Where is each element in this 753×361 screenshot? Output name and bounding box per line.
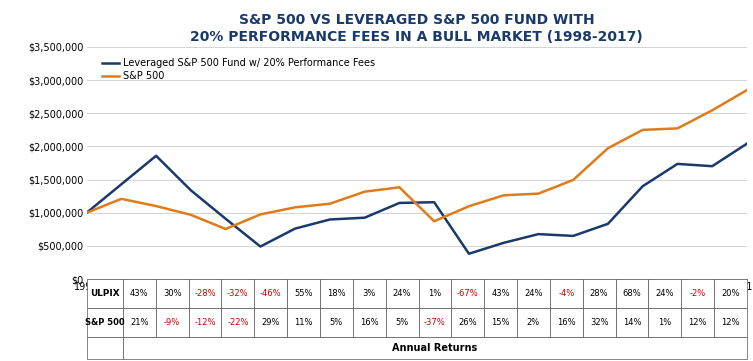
Text: -32%: -32%: [227, 289, 248, 298]
Text: © Michael Kitces, www.kitces.com: © Michael Kitces, www.kitces.com: [609, 351, 747, 360]
Text: -22%: -22%: [227, 318, 248, 327]
Text: © Michael Kitces,: © Michael Kitces,: [674, 351, 747, 360]
Text: -9%: -9%: [164, 318, 180, 327]
Text: 2%: 2%: [527, 318, 540, 327]
Text: 18%: 18%: [327, 289, 346, 298]
Text: -2%: -2%: [690, 289, 706, 298]
Text: 43%: 43%: [491, 289, 510, 298]
Text: 3%: 3%: [362, 289, 376, 298]
Text: -67%: -67%: [457, 289, 479, 298]
Text: 32%: 32%: [590, 318, 608, 327]
Text: 28%: 28%: [590, 289, 608, 298]
Text: 24%: 24%: [393, 289, 411, 298]
Text: 16%: 16%: [557, 318, 575, 327]
Text: -28%: -28%: [194, 289, 216, 298]
Text: 24%: 24%: [524, 289, 543, 298]
Text: 20%: 20%: [721, 289, 739, 298]
Text: 5%: 5%: [395, 318, 409, 327]
Text: 26%: 26%: [459, 318, 477, 327]
Text: 24%: 24%: [656, 289, 674, 298]
Text: 15%: 15%: [492, 318, 510, 327]
Text: -46%: -46%: [260, 289, 282, 298]
Text: 43%: 43%: [130, 289, 148, 298]
Text: 21%: 21%: [130, 318, 148, 327]
Text: -12%: -12%: [194, 318, 216, 327]
Text: S&P 500 VS LEVERAGED S&P 500 FUND WITH
20% PERFORMANCE FEES IN A BULL MARKET (19: S&P 500 VS LEVERAGED S&P 500 FUND WITH 2…: [190, 13, 643, 44]
Text: 16%: 16%: [360, 318, 379, 327]
Text: Annual Returns: Annual Returns: [392, 343, 477, 353]
Text: 30%: 30%: [163, 289, 181, 298]
Text: ULPIX: ULPIX: [90, 289, 120, 298]
Text: 1%: 1%: [658, 318, 672, 327]
Text: 68%: 68%: [623, 289, 642, 298]
Text: S&P 500: S&P 500: [85, 318, 124, 327]
Text: -4%: -4%: [558, 289, 575, 298]
Text: 55%: 55%: [294, 289, 312, 298]
Legend: Leveraged S&P 500 Fund w/ 20% Performance Fees, S&P 500: Leveraged S&P 500 Fund w/ 20% Performanc…: [98, 54, 380, 85]
Text: 11%: 11%: [294, 318, 312, 327]
Text: 29%: 29%: [261, 318, 280, 327]
Text: 5%: 5%: [330, 318, 343, 327]
Text: 1%: 1%: [428, 289, 441, 298]
Text: 12%: 12%: [721, 318, 739, 327]
Text: 12%: 12%: [688, 318, 707, 327]
Text: 14%: 14%: [623, 318, 642, 327]
Text: -37%: -37%: [424, 318, 446, 327]
